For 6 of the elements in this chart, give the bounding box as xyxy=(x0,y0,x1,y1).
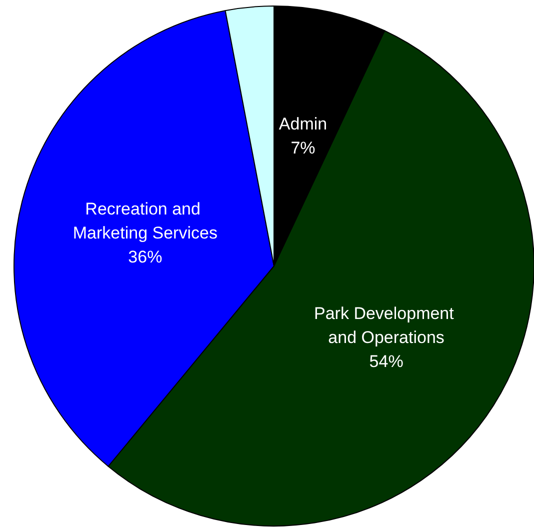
slice-label: Admin xyxy=(278,114,328,134)
data-label: 36% xyxy=(128,247,162,266)
slice-label: Recreation and Marketing Services xyxy=(72,199,218,242)
data-label: 54% xyxy=(369,352,404,371)
data-label: 7% xyxy=(290,138,316,158)
slice-label: Park Development and Operations xyxy=(314,304,459,347)
